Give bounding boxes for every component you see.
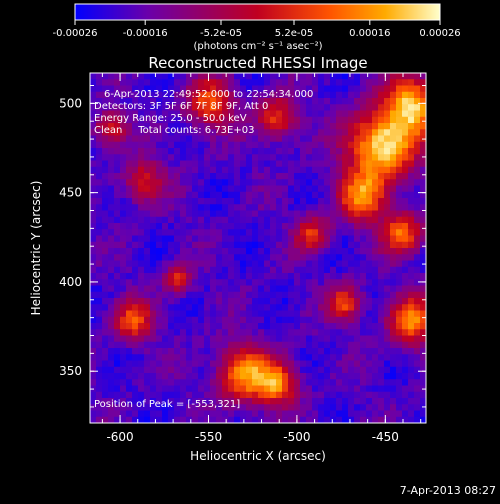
- y-tick-label: 450: [59, 186, 82, 200]
- y-tick-label: 500: [59, 96, 82, 110]
- x-axis-label: Heliocentric X (arcsec): [190, 449, 326, 463]
- annotation-clean-counts: Clean Total counts: 6.73E+03: [94, 125, 254, 136]
- axis-ticks: -600 -550 -500 -450 350 400 450 500: [59, 73, 426, 444]
- annotation-time-range: 6-Apr-2013 22:49:52.000 to 22:54:34.000: [104, 89, 313, 100]
- annotation-peak-position: Position of Peak = [-553,321]: [94, 399, 240, 410]
- heatmap-pixels: [90, 73, 426, 423]
- annotation-energy-range: Energy Range: 25.0 - 50.0 keV: [94, 113, 247, 124]
- annotation-detectors: Detectors: 3F 5F 6F 7F 8F 9F, Att 0: [94, 101, 268, 112]
- x-tick-label: -450: [372, 430, 399, 444]
- footer-date: 7-Apr-2013 08:27: [400, 484, 496, 497]
- x-tick-label: -600: [106, 430, 133, 444]
- image-area: -600 -550 -500 -450 350 400 450 500: [59, 72, 427, 444]
- colorbar-tick-label: 0.00016: [349, 28, 390, 39]
- colorbar-tick-label: -0.00016: [123, 28, 168, 39]
- colorbar: -0.00026 -0.00016 -5.2e-05 5.2e-05 0.00016 0.…: [53, 3, 461, 52]
- colorbar-tick-label: -5.2e-05: [200, 28, 242, 39]
- colorbar-ticks: -0.00026 -0.00016 -5.2e-05 5.2e-05 0.00016 0.…: [53, 20, 461, 39]
- y-axis-label: Heliocentric Y (arcsec): [29, 181, 43, 316]
- colorbar-tick-label: 5.2e-05: [275, 28, 313, 39]
- annotations: 6-Apr-2013 22:49:52.000 to 22:54:34.000 …: [94, 89, 313, 410]
- x-tick-label: -500: [283, 430, 310, 444]
- colorbar-tick-label: -0.00026: [53, 28, 98, 39]
- colorbar-units: (photons cm⁻² s⁻¹ asec⁻²): [193, 41, 322, 52]
- plot-frame: [89, 72, 427, 424]
- x-tick-label: -550: [195, 430, 222, 444]
- chart-title: Reconstructed RHESSI Image: [148, 54, 367, 72]
- y-tick-label: 350: [59, 364, 82, 378]
- y-tick-label: 400: [59, 275, 82, 289]
- colorbar-gradient: [74, 3, 441, 21]
- colorbar-tick-label: 0.00026: [419, 28, 460, 39]
